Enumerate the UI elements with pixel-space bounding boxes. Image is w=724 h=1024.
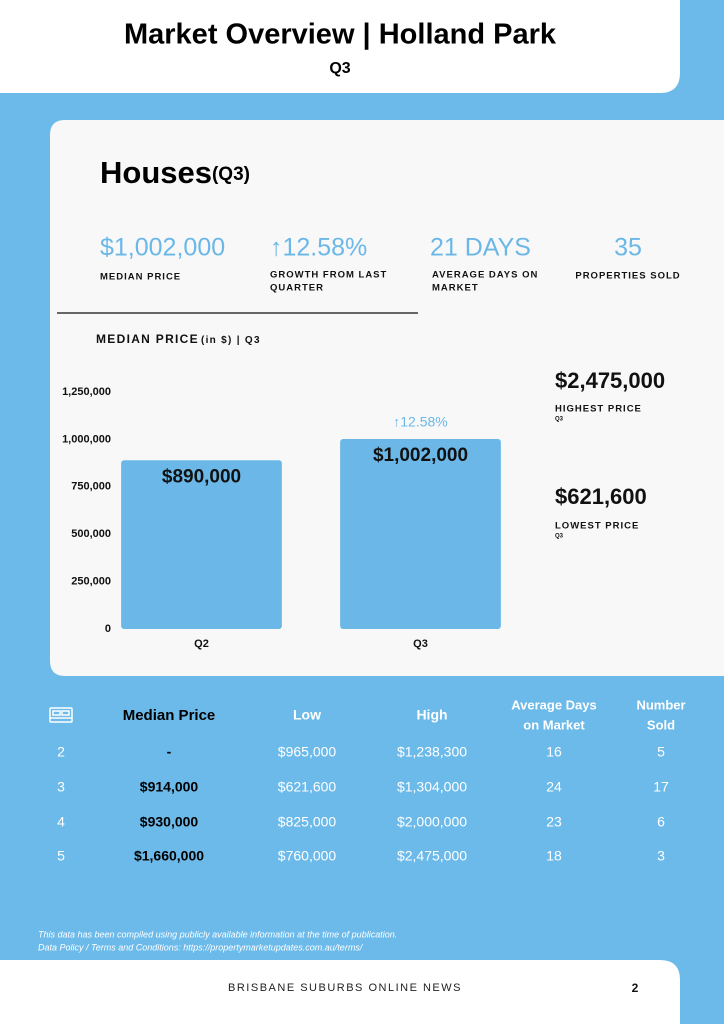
y-tick-label: 0 — [105, 623, 111, 635]
footer-box — [0, 960, 680, 1024]
x-tick-label: Q3 — [413, 638, 428, 650]
table-cell: $825,000 — [278, 814, 337, 830]
bed-icon — [49, 707, 73, 723]
x-tick-label: Q2 — [194, 638, 209, 650]
y-tick-label: 750,000 — [71, 481, 111, 493]
stat-label: MEDIAN PRICE — [100, 272, 181, 283]
side-stat-value: $621,600 — [555, 484, 647, 509]
table-cell: $1,238,300 — [397, 744, 467, 760]
annotation: ↑12.58% — [393, 414, 447, 430]
chart-title: MEDIAN PRICE (in $) | Q3 — [96, 332, 261, 346]
table-cell: 3 — [657, 848, 665, 864]
stat-label: GROWTH FROM LAST — [270, 270, 387, 281]
table-cell: 24 — [546, 779, 562, 795]
page-number: 2 — [632, 981, 639, 995]
value-label: $890,000 — [162, 466, 241, 487]
footer-publisher: BRISBANE SUBURBS ONLINE NEWS — [228, 982, 462, 994]
side-stat-label: LOWEST PRICE — [555, 521, 639, 532]
y-tick-label: 500,000 — [71, 528, 111, 540]
y-tick-label: 250,000 — [71, 576, 111, 588]
stat-label: PROPERTIES SOLD — [575, 271, 680, 282]
page-title: Market Overview | Holland Park — [124, 19, 557, 51]
stat-label: QUARTER — [270, 283, 324, 294]
table-cell: 18 — [546, 848, 562, 864]
side-stat-value: $2,475,000 — [555, 368, 665, 393]
stat-value: ↑12.58% — [270, 234, 367, 262]
chart: 0 250,000 500,000 750,000 1,000,000 1,250,000… — [62, 386, 501, 650]
section-title-text: Houses — [100, 155, 212, 190]
table-cell: 3 — [57, 779, 65, 795]
table-cell: 23 — [546, 814, 562, 830]
table-cell: $2,475,000 — [397, 848, 467, 864]
stat-value: 35 — [614, 234, 642, 262]
table-cell: $930,000 — [140, 814, 199, 830]
y-tick-label: 1,000,000 — [62, 433, 111, 445]
section-title: Houses(Q3) — [100, 155, 250, 190]
table-header: Number — [636, 697, 685, 712]
footnote: Data Policy / Terms and Conditions: http… — [38, 942, 364, 952]
table-cell: $2,000,000 — [397, 814, 467, 830]
table-header: High — [416, 707, 447, 723]
page-subtitle: Q3 — [329, 60, 350, 77]
table: Median Price Low High Average Days on Market… — [57, 697, 685, 863]
table-cell: - — [167, 744, 172, 760]
table-header: Median Price — [123, 707, 216, 724]
table-cell: $621,600 — [278, 779, 337, 795]
bar — [340, 439, 501, 629]
table-cell: 6 — [657, 814, 665, 830]
value-label: $1,002,000 — [373, 445, 468, 466]
table-header: Sold — [647, 717, 675, 732]
stat-value: 21 DAYS — [430, 234, 531, 262]
table-header: Low — [293, 707, 321, 723]
side-stat-period: Q3 — [555, 417, 564, 423]
stat-label: MARKET — [432, 283, 479, 294]
y-tick-label: 1,250,000 — [62, 386, 111, 398]
table-cell: $1,660,000 — [134, 848, 204, 864]
table-header: on Market — [523, 717, 585, 732]
table-cell: 4 — [57, 814, 65, 830]
header-box — [0, 0, 680, 93]
table-cell: $914,000 — [140, 779, 199, 795]
chart-title-text: MEDIAN PRICE — [96, 332, 199, 346]
stat-label: AVERAGE DAYS ON — [432, 270, 538, 281]
table-cell: $1,304,000 — [397, 779, 467, 795]
bar — [121, 460, 282, 629]
table-cell: 2 — [57, 744, 65, 760]
footnote: This data has been compiled using public… — [38, 929, 397, 939]
section-period: (Q3) — [212, 164, 250, 185]
table-header: Average Days — [511, 697, 597, 712]
table-cell: 16 — [546, 744, 562, 760]
table-cell: 5 — [657, 744, 665, 760]
table-cell: $965,000 — [278, 744, 337, 760]
stat-value: $1,002,000 — [100, 234, 225, 262]
table-cell: 17 — [653, 779, 669, 795]
chart-subtitle: (in $) | Q3 — [201, 335, 261, 346]
side-stat-label: HIGHEST PRICE — [555, 404, 642, 415]
table-cell: 5 — [57, 848, 65, 864]
table-cell: $760,000 — [278, 848, 337, 864]
side-stat-period: Q3 — [555, 534, 564, 540]
